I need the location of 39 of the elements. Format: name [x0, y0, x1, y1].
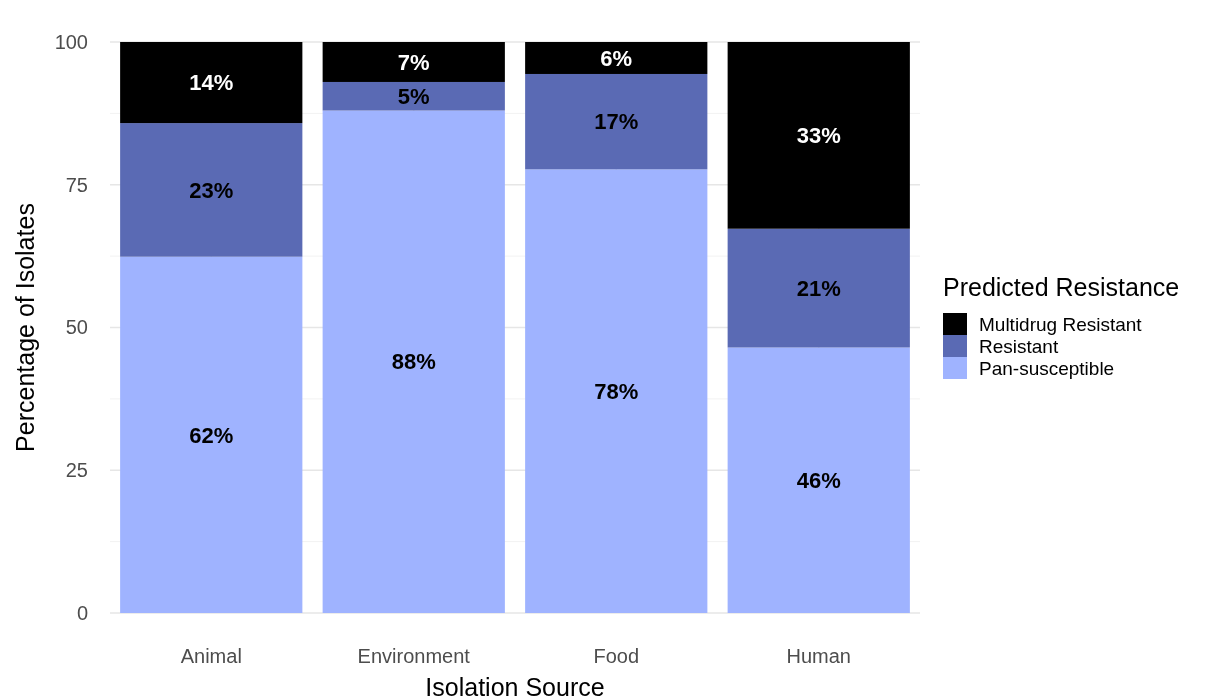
- bar: [120, 123, 303, 257]
- bar: [525, 73, 708, 170]
- bar: [322, 42, 505, 82]
- data-label: 46%: [796, 467, 841, 493]
- bar: [322, 110, 505, 613]
- legend-label: Multidrug Resistant: [979, 313, 1143, 335]
- bar: [120, 256, 303, 613]
- data-label: 21%: [796, 275, 841, 301]
- x-tick-label: Animal: [180, 645, 242, 668]
- legend-label: Resistant: [979, 335, 1059, 357]
- data-label: 33%: [796, 123, 841, 149]
- x-tick-label: Environment: [357, 645, 471, 668]
- data-label: 5%: [397, 83, 430, 109]
- y-axis-title: Percentage of Isolates: [11, 203, 39, 452]
- y-tick-label: 75: [65, 173, 88, 196]
- y-tick-label: 50: [65, 316, 88, 339]
- data-label: 78%: [594, 378, 639, 404]
- bar: [727, 42, 910, 229]
- legend-title: Predicted Resistance: [943, 273, 1180, 301]
- y-tick-label: 100: [54, 30, 88, 53]
- data-label: 23%: [189, 177, 234, 203]
- x-axis-title: Isolation Source: [425, 673, 605, 700]
- bar: [322, 81, 505, 111]
- data-label: 14%: [189, 70, 234, 96]
- x-tick-label: Food: [593, 645, 640, 668]
- bar: [120, 42, 303, 124]
- bar: [727, 347, 910, 613]
- bar: [525, 42, 708, 74]
- y-tick-label: 25: [65, 459, 88, 482]
- data-label: 7%: [397, 49, 430, 75]
- data-label: 62%: [189, 422, 234, 448]
- x-tick-label: Human: [786, 645, 851, 668]
- y-tick-label: 0: [76, 601, 88, 624]
- data-label: 6%: [600, 45, 633, 71]
- data-label: 88%: [391, 349, 436, 375]
- bar: [727, 228, 910, 348]
- legend-label: Pan-susceptible: [979, 357, 1115, 379]
- data-label: 17%: [594, 109, 639, 135]
- bar: [525, 169, 708, 613]
